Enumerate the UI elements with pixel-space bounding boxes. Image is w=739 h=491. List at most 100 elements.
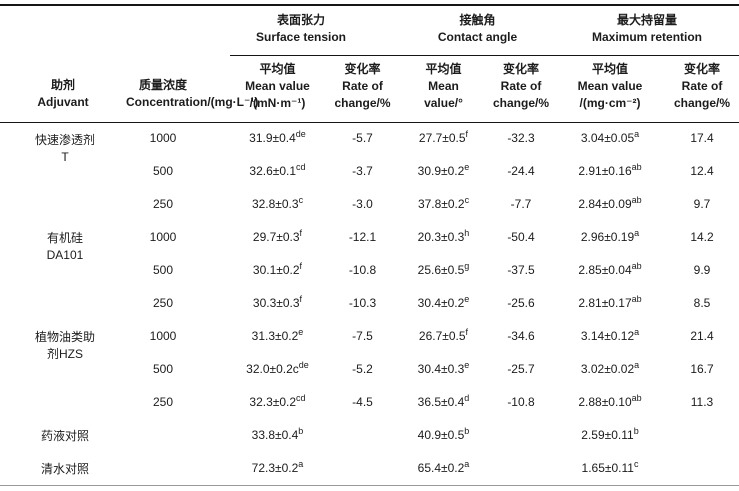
max-retention-mean-cell: 2.96±0.19a [580, 228, 640, 245]
concentration-cell: 1000 [149, 329, 177, 343]
concentration-column-header: 质量浓度 Concentration/(mg·L⁻¹) [126, 5, 258, 123]
max-retention-rate-cell: 9.9 [693, 263, 711, 277]
adjuvant-cell: 有机硅 DA101 [46, 231, 84, 262]
sub-header-row: 平均值 Mean value/(mN·m⁻¹) 变化率 Rate of change/… [0, 55, 739, 123]
adjuvant-cell: 清水对照 [40, 462, 89, 476]
max-retention-mean-header: 平均值 Mean value/(mg·cm⁻²) [555, 55, 665, 123]
max-retention-rate-cell: 17.4 [690, 131, 714, 146]
surface-tension-group-header: 表面张力 Surface tension [230, 5, 400, 56]
contact-angle-rate-cell: -24.4 [507, 164, 535, 178]
max-retention-mean-cell: 2.81±0.17ab [578, 294, 642, 311]
max-retention-mean-cell: 3.14±0.12a [580, 327, 640, 344]
concentration-cell: 500 [152, 263, 174, 277]
concentration-cell: 250 [152, 296, 174, 310]
max-retention-rate-cell: 11.3 [690, 395, 714, 409]
table-row: 有机硅 DA101 1000 29.7±0.3f -12.1 20.3±0.3h -50.4… [0, 221, 739, 263]
adjuvant-cell: 植物油类助 剂HZS [34, 330, 95, 361]
surface-tension-mean-cell: 30.3±0.3f [252, 294, 303, 311]
max-retention-rate-cell [665, 419, 739, 452]
contact-angle-mean-cell: 30.4±0.3e [417, 360, 470, 377]
max-retention-mean-cell: 3.02±0.02a [580, 360, 640, 377]
table-row: 500 30.1±0.2f -10.8 25.6±0.5g -37.5 2.85±0.04… [0, 254, 739, 287]
max-retention-rate-cell: 14.2 [690, 230, 714, 244]
surface-tension-mean-cell: 30.1±0.2f [252, 261, 303, 278]
concentration-cell: 500 [152, 164, 174, 178]
concentration-cell: 250 [152, 395, 174, 409]
surface-tension-mean-header: 平均值 Mean value/(mN·m⁻¹) [230, 55, 325, 123]
table-row: 250 32.3±0.2cd -4.5 36.5±0.4d -10.8 2.88±0.10… [0, 386, 739, 419]
max-retention-mean-cell: 2.85±0.04ab [578, 261, 642, 278]
max-retention-rate-cell: 16.7 [690, 362, 714, 376]
table-row: 药液对照 33.8±0.4b 40.9±0.5b 2.59±0.11b [0, 419, 739, 452]
surface-tension-mean-cell: 32.0±0.2cde [246, 360, 309, 377]
contact-angle-rate-cell [487, 419, 555, 452]
table-row: 500 32.0±0.2cde -5.2 30.4±0.3e -25.7 3.02±0.0… [0, 353, 739, 386]
contact-angle-rate-cell: -50.4 [507, 230, 535, 244]
max-retention-mean-cell: 1.65±0.11c [581, 458, 639, 475]
contact-angle-rate-cell: -37.5 [507, 263, 535, 277]
max-retention-group-header: 最大持留量 Maximum retention [555, 5, 739, 56]
surface-tension-mean-cell: 32.8±0.3c [251, 195, 304, 212]
surface-tension-mean-cell: 31.9±0.4de [249, 129, 306, 146]
surface-tension-mean-cell: 32.6±0.1cd [249, 162, 306, 179]
contact-angle-mean-cell: 25.6±0.5g [417, 261, 470, 278]
contact-angle-mean-cell: 26.7±0.5f [418, 327, 469, 344]
contact-angle-mean-cell: 27.7±0.5f [418, 129, 469, 146]
surface-tension-rate-cell: -7.5 [352, 329, 373, 343]
surface-tension-mean-cell: 32.3±0.2cd [249, 393, 306, 410]
table-row: 250 30.3±0.3f -10.3 30.4±0.2e -25.6 2.81±0.17… [0, 287, 739, 320]
table-row: 清水对照 72.3±0.2a 65.4±0.2a 1.65±0.11c [0, 452, 739, 485]
adjuvant-cell: 药液对照 [40, 429, 89, 443]
max-retention-mean-cell: 2.59±0.11b [581, 426, 639, 443]
concentration-cell: 1000 [149, 230, 177, 244]
adjuvant-column-header: 助剂 Adjuvant [0, 5, 126, 123]
surface-tension-rate-cell: -3.7 [352, 164, 373, 178]
max-retention-mean-cell: 2.91±0.16ab [578, 162, 642, 179]
surface-tension-mean-cell: 29.7±0.3f [252, 228, 303, 245]
contact-angle-rate-cell: -32.3 [507, 131, 535, 146]
table-row: 500 32.6±0.1cd -3.7 30.9±0.2e -24.4 2.91±0.16… [0, 155, 739, 188]
max-retention-rate-cell [665, 452, 739, 485]
contact-angle-rate-cell: -25.7 [507, 362, 535, 376]
surface-tension-rate-cell: -4.5 [352, 395, 373, 409]
max-retention-rate-cell: 8.5 [693, 296, 711, 310]
contact-angle-mean-cell: 30.9±0.2e [417, 162, 470, 179]
surface-tension-rate-cell [325, 452, 400, 485]
contact-angle-mean-cell: 37.8±0.2c [417, 195, 470, 212]
table-row: 快速渗透剂 T 1000 31.9±0.4de -5.7 27.7±0.5f -32.3 3.… [0, 122, 739, 164]
group-header-row: 助剂 Adjuvant 质量浓度 Concentration/(mg·L⁻¹) 表面… [0, 5, 739, 123]
contact-angle-mean-cell: 36.5±0.4d [417, 393, 470, 410]
surface-tension-mean-cell: 72.3±0.2a [251, 458, 304, 475]
concentration-cell: 250 [152, 197, 174, 211]
max-retention-rate-header: 变化率 Rate of change/% [665, 55, 739, 123]
adjuvant-results-table: 助剂 Adjuvant 质量浓度 Concentration/(mg·L⁻¹) 表面… [0, 4, 739, 486]
contact-angle-mean-cell: 65.4±0.2a [417, 458, 470, 475]
max-retention-mean-cell: 3.04±0.05a [580, 129, 640, 146]
contact-angle-mean-cell: 30.4±0.2e [417, 294, 470, 311]
surface-tension-mean-cell: 31.3±0.2e [251, 327, 304, 344]
adjuvant-cell: 快速渗透剂 T [34, 132, 95, 164]
surface-tension-rate-cell: -10.8 [348, 263, 377, 277]
contact-angle-rate-cell: -7.7 [510, 197, 532, 211]
contact-angle-rate-cell: -34.6 [507, 329, 535, 343]
surface-tension-rate-cell: -5.7 [352, 131, 373, 146]
contact-angle-rate-cell: -25.6 [507, 296, 535, 310]
surface-tension-rate-header: 变化率 Rate of change/% [325, 55, 400, 123]
surface-tension-mean-cell: 33.8±0.4b [251, 426, 304, 443]
surface-tension-rate-cell: -10.3 [348, 296, 377, 310]
max-retention-mean-cell: 2.88±0.10ab [578, 393, 642, 410]
table-header: 助剂 Adjuvant 质量浓度 Concentration/(mg·L⁻¹) 表面… [0, 5, 739, 123]
contact-angle-mean-cell: 40.9±0.5b [417, 426, 470, 443]
contact-angle-rate-header: 变化率 Rate of change/% [487, 55, 555, 123]
table-row: 植物油类助 剂HZS 1000 31.3±0.2e -7.5 26.7±0.5f -34.6… [0, 320, 739, 362]
surface-tension-rate-cell [325, 419, 400, 452]
surface-tension-rate-cell: -12.1 [348, 230, 377, 244]
surface-tension-rate-cell: -5.2 [352, 362, 373, 376]
contact-angle-rate-cell: -10.8 [507, 395, 535, 409]
table-body: 快速渗透剂 T 1000 31.9±0.4de -5.7 27.7±0.5f -32.3 3.… [0, 122, 739, 485]
contact-angle-mean-header: 平均值 Mean value/° [400, 55, 487, 123]
concentration-cell: 500 [152, 362, 174, 376]
max-retention-mean-cell: 2.84±0.09ab [578, 195, 642, 212]
max-retention-rate-cell: 12.4 [690, 164, 714, 178]
contact-angle-rate-cell [487, 452, 555, 485]
